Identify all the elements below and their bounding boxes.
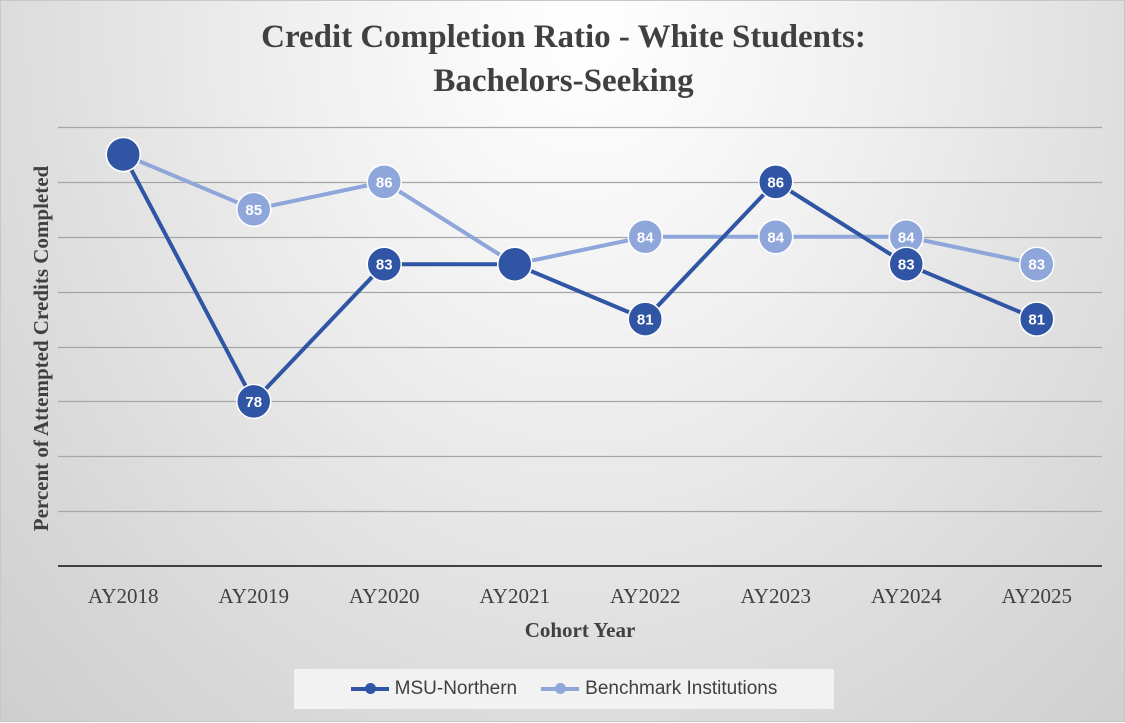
data-marker — [366, 246, 402, 282]
data-point: 81 — [1019, 301, 1055, 337]
series-line — [121, 152, 1039, 267]
data-marker — [1019, 301, 1055, 337]
data-label: 84 — [767, 229, 784, 246]
legend-label: Benchmark Institutions — [585, 678, 778, 699]
data-marker — [888, 246, 924, 282]
data-marker — [236, 191, 272, 228]
data-marker — [758, 219, 794, 255]
chart-title-line-1: Credit Completion Ratio - White Students… — [261, 19, 866, 55]
data-point: 86 — [758, 164, 794, 200]
x-tick-label: AY2021 — [480, 584, 550, 608]
legend: MSU-Northern Benchmark Institutions — [294, 669, 834, 709]
x-tick-label: AY2025 — [1002, 584, 1072, 608]
data-marker — [627, 301, 663, 337]
data-point — [497, 246, 533, 282]
data-label: 85 — [245, 202, 262, 219]
data-point: 83 — [888, 246, 924, 282]
legend-marker — [555, 683, 567, 694]
legend-marker — [364, 683, 376, 694]
data-label: 78 — [245, 394, 262, 411]
legend-item: MSU-Northern — [350, 678, 518, 700]
data-label: 86 — [767, 174, 784, 191]
data-label: 84 — [637, 229, 654, 246]
legend-swatch — [350, 683, 389, 694]
data-point: 84 — [627, 219, 663, 255]
legend-item: Benchmark Institutions — [541, 678, 777, 700]
x-tick-label: AY2022 — [610, 584, 680, 608]
data-point: 83 — [366, 246, 402, 282]
x-tick-label: AY2024 — [871, 584, 942, 608]
data-point: 86 — [366, 164, 402, 200]
chart-title-line-2: Bachelors-Seeking — [433, 63, 694, 99]
x-tick-label: AY2018 — [88, 584, 158, 608]
data-label: 83 — [376, 257, 393, 274]
legend-swatch — [541, 683, 580, 694]
x-tick-label: AY2020 — [349, 584, 419, 608]
x-tick-label: AY2019 — [219, 584, 289, 608]
data-marker — [758, 164, 794, 200]
x-tick-label: AY2023 — [741, 584, 811, 608]
data-label: 81 — [1028, 312, 1045, 329]
data-label: 83 — [898, 257, 915, 274]
data-point: 83 — [1019, 246, 1055, 282]
data-point: 85 — [236, 191, 272, 228]
data-marker — [627, 219, 663, 255]
data-marker — [236, 383, 272, 420]
data-marker — [1019, 246, 1055, 282]
data-label: 86 — [376, 174, 393, 191]
chart-title: Credit Completion Ratio - White Students… — [1, 15, 1125, 103]
x-axis-title: Cohort Year — [525, 618, 636, 642]
legend-label: MSU-Northern — [394, 678, 518, 699]
data-marker — [497, 246, 533, 282]
y-axis-title: Percent of Attempted Credits Completed — [29, 165, 53, 531]
data-marker — [105, 136, 141, 173]
data-point — [105, 136, 141, 173]
data-point: 78 — [236, 383, 272, 420]
data-label: 83 — [1028, 257, 1045, 274]
series-line — [121, 152, 1039, 404]
data-label: 84 — [898, 229, 915, 246]
data-label: 81 — [637, 312, 654, 329]
data-point: 84 — [758, 219, 794, 255]
data-point: 81 — [627, 301, 663, 337]
data-marker — [366, 164, 402, 200]
